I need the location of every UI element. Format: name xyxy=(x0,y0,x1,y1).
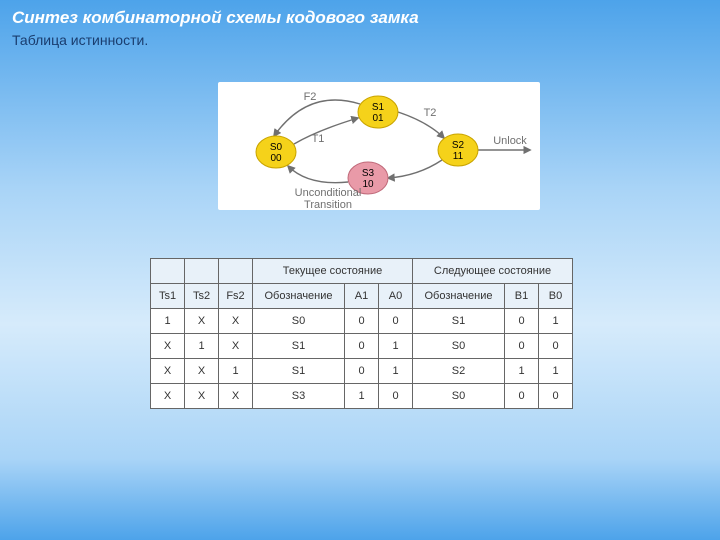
state-node-id: S0 xyxy=(270,142,283,153)
table-column-header-cell: Fs2 xyxy=(219,284,253,309)
table-column-header-cell: A1 xyxy=(345,284,379,309)
table-cell: X xyxy=(185,309,219,334)
table-cell: S1 xyxy=(253,334,345,359)
state-node-code: 10 xyxy=(362,179,374,190)
table-cell: 1 xyxy=(539,359,573,384)
table-group-header-cell xyxy=(185,259,219,284)
table-cell: S3 xyxy=(253,384,345,409)
table-cell: 0 xyxy=(345,309,379,334)
table-column-header-cell: A0 xyxy=(379,284,413,309)
table-cell: 0 xyxy=(379,384,413,409)
edge-label: T1 xyxy=(312,133,325,145)
table-cell: X xyxy=(185,384,219,409)
table-row: XXXS310S000 xyxy=(151,384,573,409)
table-cell: X xyxy=(151,334,185,359)
table-cell: S1 xyxy=(413,309,505,334)
page-subtitle: Таблица истинности. xyxy=(0,32,720,48)
table-cell: X xyxy=(151,359,185,384)
table-cell: 1 xyxy=(185,334,219,359)
table-cell: 0 xyxy=(379,309,413,334)
table-row: 1XXS000S101 xyxy=(151,309,573,334)
table-cell: 1 xyxy=(379,334,413,359)
table-cell: 0 xyxy=(539,334,573,359)
table-column-header-cell: B0 xyxy=(539,284,573,309)
state-diagram: T1 F2 T2 Unlock S000 S101 S211 S310Unconditiona… xyxy=(218,82,540,210)
state-node-id: S3 xyxy=(362,168,375,179)
table-column-header: Ts1Ts2Fs2ОбозначениеA1A0ОбозначениеB1B0 xyxy=(151,284,573,309)
edge-label: F2 xyxy=(304,91,317,103)
table-cell: 1 xyxy=(219,359,253,384)
table-cell: 1 xyxy=(345,384,379,409)
table-group-header-cell: Текущее состояние xyxy=(253,259,413,284)
table-cell: X xyxy=(219,384,253,409)
table-cell: 0 xyxy=(505,384,539,409)
edge-label: T2 xyxy=(424,107,437,119)
page-title: Синтез комбинаторной схемы кодового замк… xyxy=(0,0,720,32)
table-body: 1XXS000S101X1XS101S000XX1S101S211XXXS310… xyxy=(151,309,573,409)
edge-S0-S1 xyxy=(294,118,358,144)
table-cell: X xyxy=(185,359,219,384)
edge-S2-S3 xyxy=(388,160,442,178)
table-column-header-cell: Ts2 xyxy=(185,284,219,309)
table-cell: 0 xyxy=(345,359,379,384)
table-group-header-cell: Следующее состояние xyxy=(413,259,573,284)
edge-S3-S0 xyxy=(288,166,348,183)
edge-S1-S0 xyxy=(274,100,360,136)
table-cell: 0 xyxy=(505,309,539,334)
table-column-header-cell: B1 xyxy=(505,284,539,309)
table-cell: 0 xyxy=(345,334,379,359)
table-cell: 0 xyxy=(505,334,539,359)
edge-label: Unlock xyxy=(493,135,527,147)
state-node-code: 01 xyxy=(372,113,384,124)
table-row: X1XS101S000 xyxy=(151,334,573,359)
table-cell: S0 xyxy=(253,309,345,334)
table-column-header-cell: Обозначение xyxy=(253,284,345,309)
table-cell: S0 xyxy=(413,384,505,409)
table-group-header-cell xyxy=(219,259,253,284)
table-row: XX1S101S211 xyxy=(151,359,573,384)
table-column-header-cell: Ts1 xyxy=(151,284,185,309)
state-node-code: 11 xyxy=(453,151,464,162)
truth-table: Текущее состояниеСледующее состояние Ts1… xyxy=(150,258,573,409)
table-cell: 1 xyxy=(539,309,573,334)
table-cell: 0 xyxy=(539,384,573,409)
edge-S1-S2 xyxy=(398,112,444,138)
table-group-header: Текущее состояниеСледующее состояние xyxy=(151,259,573,284)
table-column-header-cell: Обозначение xyxy=(413,284,505,309)
table-cell: X xyxy=(219,309,253,334)
state-node-id: S2 xyxy=(452,140,465,151)
annotation-text: Transition xyxy=(304,199,352,210)
table-cell: 1 xyxy=(151,309,185,334)
table-cell: S1 xyxy=(253,359,345,384)
table-cell: S0 xyxy=(413,334,505,359)
table-cell: X xyxy=(151,384,185,409)
state-node-code: 00 xyxy=(270,153,282,164)
annotation-text: Unconditional xyxy=(295,187,362,199)
table-cell: X xyxy=(219,334,253,359)
table-cell: 1 xyxy=(505,359,539,384)
table-cell: 1 xyxy=(379,359,413,384)
state-node-id: S1 xyxy=(372,102,385,113)
table-cell: S2 xyxy=(413,359,505,384)
table-group-header-cell xyxy=(151,259,185,284)
